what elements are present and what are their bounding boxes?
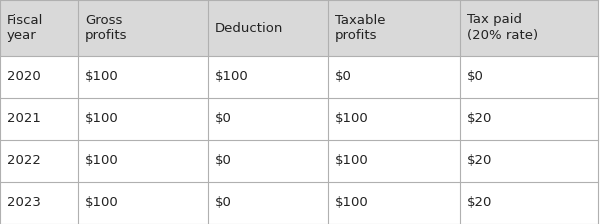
Bar	[208, 0, 328, 56]
Text: Taxable
profits: Taxable profits	[335, 13, 385, 43]
Bar	[78, 98, 208, 140]
Bar	[208, 182, 328, 224]
Text: $20: $20	[467, 112, 493, 125]
Bar	[328, 140, 460, 182]
Bar	[208, 98, 328, 140]
Bar	[460, 182, 598, 224]
Bar	[460, 98, 598, 140]
Bar	[0, 98, 78, 140]
Bar	[78, 56, 208, 98]
Bar	[0, 0, 78, 56]
Bar	[78, 140, 208, 182]
Text: $100: $100	[215, 71, 248, 84]
Text: $100: $100	[335, 155, 368, 168]
Bar	[0, 182, 78, 224]
Text: $100: $100	[85, 71, 119, 84]
Bar	[328, 182, 460, 224]
Text: $0: $0	[467, 71, 484, 84]
Text: $100: $100	[85, 112, 119, 125]
Text: Tax paid
(20% rate): Tax paid (20% rate)	[467, 13, 538, 43]
Text: $0: $0	[215, 112, 232, 125]
Text: 2023: 2023	[7, 196, 41, 209]
Bar	[328, 98, 460, 140]
Bar	[78, 182, 208, 224]
Bar	[460, 140, 598, 182]
Text: 2020: 2020	[7, 71, 41, 84]
Text: $100: $100	[335, 112, 368, 125]
Bar	[208, 140, 328, 182]
Text: 2021: 2021	[7, 112, 41, 125]
Text: $0: $0	[215, 196, 232, 209]
Bar	[460, 0, 598, 56]
Bar	[460, 56, 598, 98]
Text: $0: $0	[215, 155, 232, 168]
Text: Deduction: Deduction	[215, 22, 284, 34]
Text: Fiscal
year: Fiscal year	[7, 13, 44, 43]
Text: $100: $100	[85, 155, 119, 168]
Text: $0: $0	[335, 71, 352, 84]
Bar	[328, 56, 460, 98]
Text: $20: $20	[467, 196, 493, 209]
Text: Gross
profits: Gross profits	[85, 13, 127, 43]
Text: 2022: 2022	[7, 155, 41, 168]
Bar	[78, 0, 208, 56]
Bar	[328, 0, 460, 56]
Bar	[208, 56, 328, 98]
Bar	[0, 56, 78, 98]
Text: $20: $20	[467, 155, 493, 168]
Text: $100: $100	[85, 196, 119, 209]
Text: $100: $100	[335, 196, 368, 209]
Bar	[0, 140, 78, 182]
